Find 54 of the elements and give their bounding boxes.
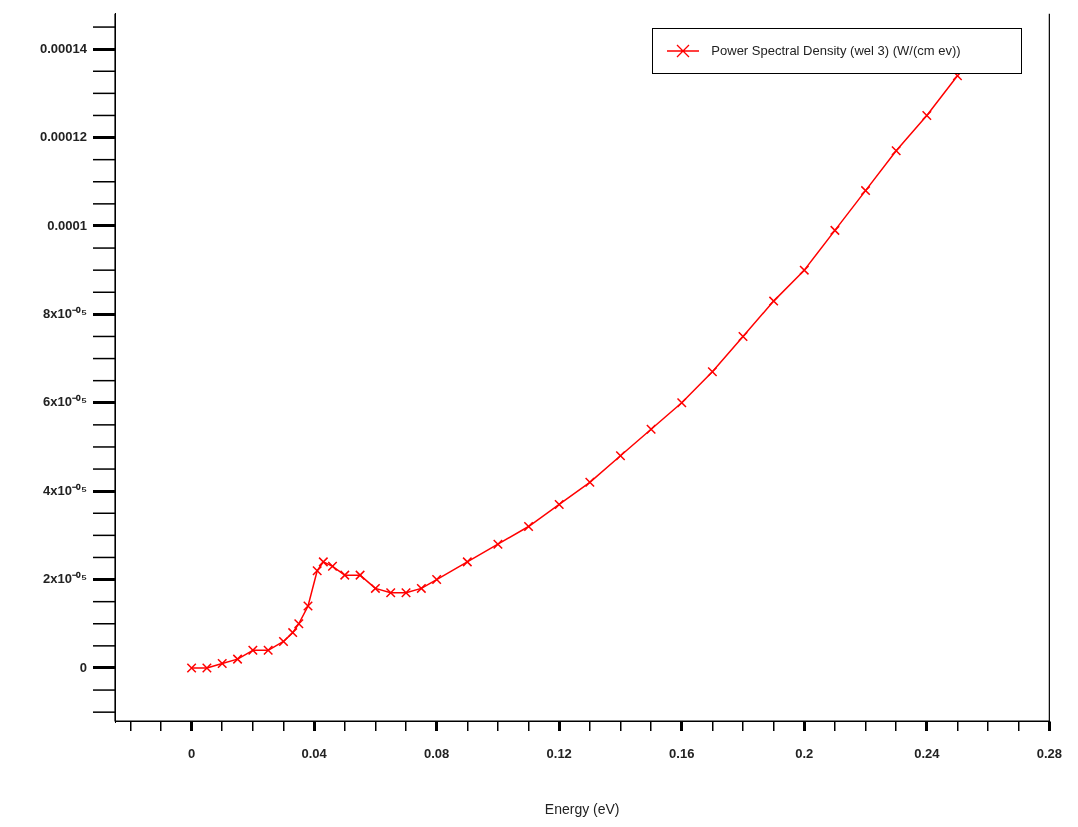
point — [327, 561, 338, 572]
point — [232, 654, 243, 665]
point — [554, 499, 565, 510]
point — [263, 645, 274, 656]
x-tick-label: 0 — [187, 746, 196, 762]
point — [312, 565, 323, 576]
point — [303, 601, 313, 612]
point — [799, 265, 810, 276]
x-tick-label: 0.08 — [424, 746, 450, 762]
point — [416, 583, 427, 594]
point — [829, 225, 840, 236]
point — [278, 636, 289, 647]
point — [370, 583, 381, 594]
x-axis-title: Energy (eV) — [544, 801, 620, 818]
x-tick-label: 0.28 — [1036, 746, 1063, 762]
x-tick-label: 0.24 — [914, 746, 941, 762]
point — [523, 521, 534, 532]
y-tick-label: 6x10⁻⁰⁵ — [42, 394, 87, 410]
point — [492, 539, 503, 550]
x-tick-label: 0.12 — [546, 746, 572, 762]
point — [247, 645, 258, 656]
point — [355, 570, 366, 581]
y-tick-label: 4x10⁻⁰⁵ — [42, 482, 87, 498]
point — [385, 587, 396, 598]
point — [201, 662, 212, 673]
x-tick-label: 0.16 — [669, 746, 695, 762]
legend-label: Power Spectral Density (wel 3) (W/(cm ev)) — [711, 43, 961, 59]
point — [615, 450, 626, 461]
point — [287, 627, 298, 638]
point — [707, 366, 718, 377]
point — [462, 556, 473, 567]
point — [768, 296, 779, 307]
point — [891, 145, 902, 156]
point — [293, 618, 304, 629]
point — [860, 185, 871, 196]
point — [217, 658, 228, 669]
point — [186, 662, 197, 673]
point — [646, 424, 657, 435]
point — [738, 331, 748, 342]
y-tick-label: 0 — [79, 659, 87, 675]
y-tick-label: 0.00014 — [40, 40, 88, 56]
x-tick-label: 0.04 — [301, 746, 328, 762]
point — [431, 574, 442, 585]
y-tick-label: 2x10⁻⁰⁵ — [42, 571, 87, 587]
point — [339, 570, 350, 581]
y-tick-label: 8x10⁻⁰⁵ — [42, 305, 87, 321]
y-tick-label: 0.00012 — [40, 129, 87, 145]
point — [584, 477, 595, 488]
point — [318, 556, 329, 567]
point — [676, 397, 687, 408]
x-tick-label: 0.2 — [795, 746, 814, 762]
y-tick-label: 0.0001 — [47, 217, 87, 233]
point — [921, 110, 932, 121]
point — [401, 587, 412, 598]
